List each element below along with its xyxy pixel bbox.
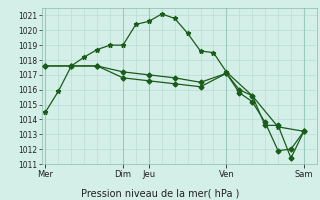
- Text: Pression niveau de la mer( hPa ): Pression niveau de la mer( hPa ): [81, 188, 239, 198]
